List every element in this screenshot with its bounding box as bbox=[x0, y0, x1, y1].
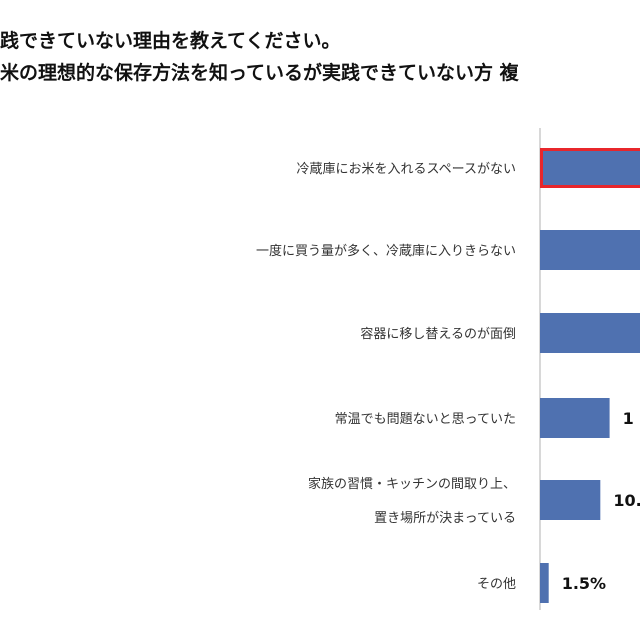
category-label: 容器に移し替えるのが面倒 bbox=[360, 326, 516, 342]
bar bbox=[540, 313, 640, 353]
category-label: 家族の習慣・キッチンの間取り上、 bbox=[308, 476, 516, 492]
bar bbox=[540, 480, 601, 520]
chart-title-line-2: 米の理想的な保存方法を知っているが実践できていない方 複 bbox=[0, 62, 519, 84]
category-label: 常温でも問題ないと思っていた bbox=[335, 412, 516, 427]
chart-title-line-1: 践できていない理由を教えてください。 bbox=[0, 30, 341, 52]
category-label: 一度に買う量が多く、冷蔵庫に入りきらない bbox=[256, 243, 516, 259]
data-label: 1.5% bbox=[562, 574, 606, 593]
category-label: 置き場所が決まっている bbox=[374, 511, 516, 526]
category-label: 冷蔵庫にお米を入れるスペースがない bbox=[297, 162, 516, 177]
bar bbox=[540, 230, 640, 270]
category-label: その他 bbox=[477, 577, 516, 592]
data-label: 1 bbox=[623, 409, 634, 428]
bar bbox=[540, 398, 610, 438]
bar bbox=[540, 148, 640, 188]
bar bbox=[540, 563, 549, 603]
data-label: 10. bbox=[613, 491, 640, 510]
highlight-frame bbox=[540, 148, 640, 188]
